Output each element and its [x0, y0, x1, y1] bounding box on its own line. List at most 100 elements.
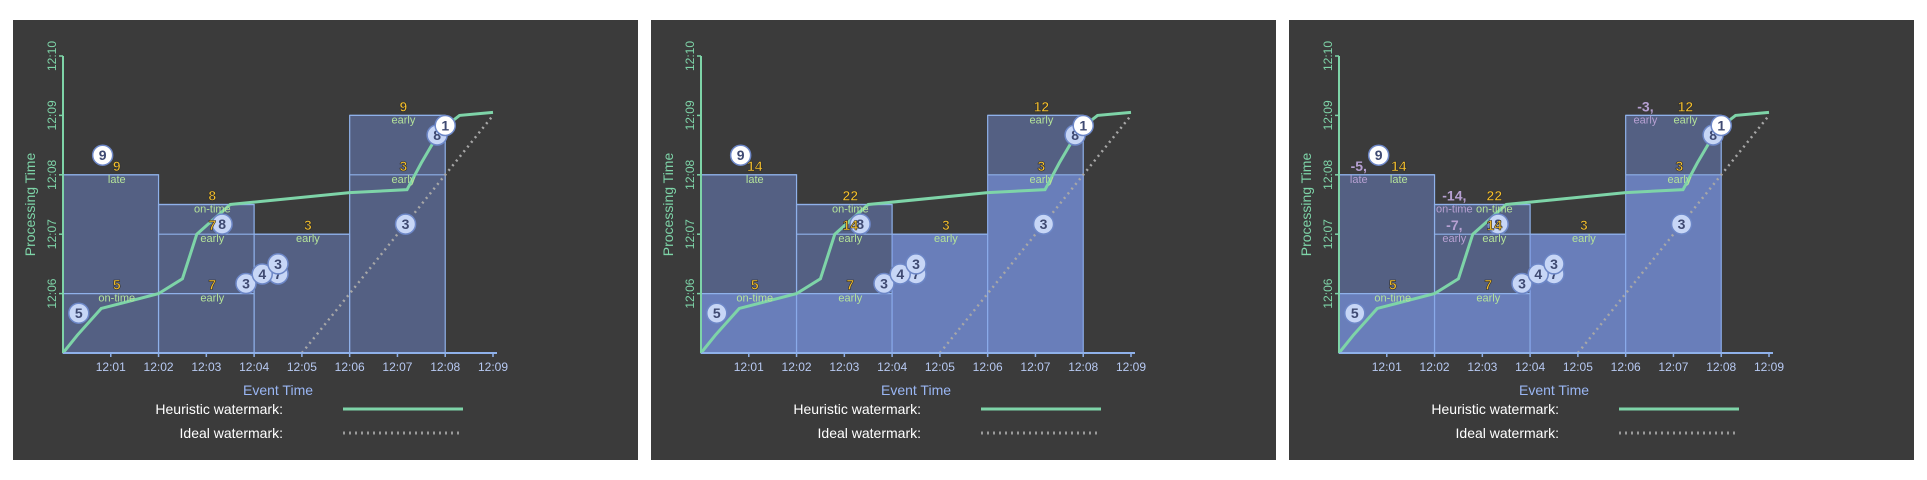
- firing-value: 5: [751, 277, 759, 293]
- x-tick-label: 12:07: [1020, 360, 1050, 374]
- retraction-value: -3,: [1637, 98, 1653, 114]
- firing-tag: late: [746, 174, 764, 186]
- firing-value: 22: [1487, 188, 1503, 204]
- firing-tag: early: [934, 233, 958, 245]
- y-tick-label: 12:10: [683, 41, 697, 71]
- firing-tag: late: [108, 174, 126, 186]
- chart-svg: 12:01 12:02 12:03 12:04 12:05 12:06 12:07 12:08…: [1298, 41, 1784, 441]
- legend-label: Heuristic watermark:: [1431, 401, 1559, 417]
- y-axis-label: Processing Time: [1298, 153, 1314, 257]
- firing-value: 3: [304, 217, 312, 233]
- window-pane: [349, 114, 446, 354]
- x-tick-label: 12:06: [1611, 360, 1641, 374]
- x-tick-label: 12:06: [973, 360, 1003, 374]
- data-point-label: 3: [1550, 256, 1558, 272]
- x-tick-label: 12:07: [1658, 360, 1688, 374]
- x-tick-label: 12:03: [1467, 360, 1497, 374]
- firing-tag: early: [1030, 114, 1054, 126]
- y-tick-label: 12:08: [1321, 159, 1335, 189]
- y-tick-label: 12:09: [1321, 100, 1335, 130]
- data-point: [251, 263, 273, 285]
- y-tick-label: 12:06: [1321, 278, 1335, 308]
- firing-value: 7: [1484, 277, 1492, 293]
- firing-tag: early: [1030, 174, 1054, 186]
- firing-tag: on-time: [1476, 204, 1513, 216]
- firing-tag: on-time: [736, 293, 773, 305]
- y-axis-label: Processing Time: [22, 153, 38, 257]
- data-point: [1543, 253, 1565, 275]
- firing-value: 3: [1038, 158, 1046, 174]
- data-point-label: 3: [242, 276, 250, 292]
- x-tick-label: 12:03: [829, 360, 859, 374]
- data-point: [1032, 213, 1055, 235]
- firing-value: 7: [208, 277, 216, 293]
- firing-tag: early: [1482, 233, 1506, 245]
- data-point-label: 1: [1079, 117, 1087, 133]
- retraction-value: -14,: [1442, 188, 1466, 204]
- firing-value: 5: [1389, 277, 1397, 293]
- retraction-tag: late: [1350, 174, 1368, 186]
- data-point-label: 5: [713, 305, 721, 321]
- plot-area: 12:01 12:02 12:03 12:04 12:05 12:06 12:07 12:08…: [1298, 41, 1784, 398]
- data-point: [434, 114, 456, 137]
- x-tick-label: 12:09: [478, 360, 508, 374]
- firing-value: 3: [1580, 217, 1588, 233]
- y-tick-label: 12:07: [45, 219, 59, 249]
- x-tick-label: 12:09: [1754, 360, 1784, 374]
- x-tick-label: 12:05: [287, 360, 317, 374]
- window-pane-accumulated: [987, 174, 1084, 353]
- y-tick-label: 12:10: [45, 41, 59, 71]
- retraction-value: -5,: [1351, 158, 1367, 174]
- x-tick-label: 12:01: [96, 360, 126, 374]
- data-point-label: 1: [441, 117, 449, 133]
- x-tick-label: 12:03: [191, 360, 221, 374]
- x-tick-label: 12:02: [144, 360, 174, 374]
- firing-tag: early: [1572, 233, 1596, 245]
- retraction-tag: early: [1442, 233, 1466, 245]
- data-point: [1710, 114, 1732, 137]
- firing-value: 22: [843, 188, 859, 204]
- x-tick-label: 12:08: [430, 360, 460, 374]
- data-point: [1072, 114, 1094, 137]
- x-tick-label: 12:07: [382, 360, 412, 374]
- x-tick-label: 12:02: [1420, 360, 1450, 374]
- firing-tag: late: [1390, 174, 1408, 186]
- x-axis-label: Event Time: [881, 382, 951, 398]
- firing-tag: early: [838, 293, 862, 305]
- data-point: [873, 272, 895, 295]
- firing-value: 14: [843, 217, 859, 233]
- legend-label: Heuristic watermark:: [155, 401, 283, 417]
- legend-label: Ideal watermark:: [818, 425, 921, 441]
- window-pane-accumulated: [892, 234, 988, 353]
- data-point: [849, 213, 871, 235]
- y-axis-label: Processing Time: [660, 153, 676, 257]
- data-point: [1511, 272, 1533, 295]
- data-point: [267, 253, 289, 275]
- x-axis-label: Event Time: [1519, 382, 1589, 398]
- data-point-label: 3: [1678, 216, 1686, 232]
- data-point-label: 5: [75, 305, 83, 321]
- data-point-label: 3: [402, 216, 410, 232]
- x-tick-label: 12:06: [335, 360, 365, 374]
- firing-value: 12: [1678, 98, 1694, 114]
- data-point-label: 8: [856, 216, 864, 232]
- y-tick-label: 12:07: [683, 219, 697, 249]
- data-point: [91, 144, 114, 166]
- data-point-label: 4: [258, 266, 266, 282]
- data-point: [1527, 263, 1549, 285]
- data-point-label: 8: [1071, 127, 1079, 143]
- firing-tag: early: [200, 293, 224, 305]
- firing-tag: early: [296, 233, 320, 245]
- data-point-label: 9: [99, 147, 107, 163]
- data-point-label: 3: [1518, 276, 1526, 292]
- data-point-label: 8: [1709, 127, 1717, 143]
- firing-value: 7: [846, 277, 854, 293]
- firing-tag: on-time: [832, 204, 869, 216]
- x-tick-label: 12:02: [782, 360, 812, 374]
- data-point-label: 1: [1717, 117, 1725, 133]
- data-point: [235, 272, 257, 295]
- data-point-label: 3: [1040, 216, 1048, 232]
- chart-panel-1: 12:01 12:02 12:03 12:04 12:05 12:06 12:07 12:08…: [13, 20, 638, 460]
- data-point: [889, 263, 911, 285]
- legend-label: Heuristic watermark:: [793, 401, 921, 417]
